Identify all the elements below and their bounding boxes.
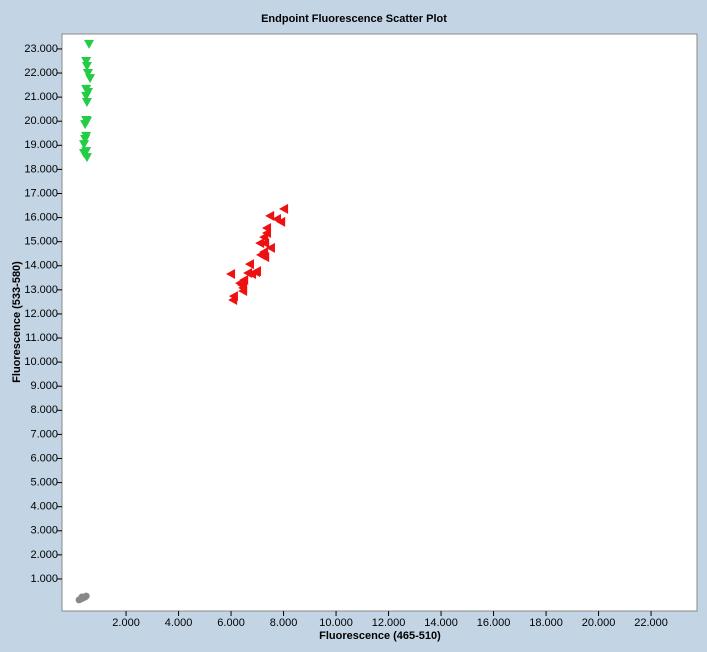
x-tick-label: 18.000 xyxy=(529,617,563,629)
point xyxy=(265,242,275,253)
plot-area xyxy=(61,33,698,612)
y-tick-label: 6.000 xyxy=(30,452,58,464)
point xyxy=(80,120,91,130)
point xyxy=(81,97,92,107)
point xyxy=(80,135,91,145)
point xyxy=(85,74,96,84)
x-tick-label: 14.000 xyxy=(424,617,458,629)
point xyxy=(252,266,262,277)
x-tick-label: 10.000 xyxy=(319,617,353,629)
y-tick-label: 1.000 xyxy=(30,573,58,585)
y-tick-label: 11.000 xyxy=(25,332,58,344)
y-tick-label: 23.000 xyxy=(24,43,58,55)
point xyxy=(259,232,269,243)
point xyxy=(238,282,248,293)
x-tick-label: 22.000 xyxy=(634,617,668,629)
y-tick-label: 5.000 xyxy=(30,476,58,488)
x-tick-label: 6.000 xyxy=(217,617,245,629)
point xyxy=(79,140,90,150)
point xyxy=(260,238,270,249)
point xyxy=(255,238,265,249)
point xyxy=(226,268,236,279)
chart-title: Endpoint Fluorescence Scatter Plot xyxy=(261,13,447,25)
x-tick-label: 20.000 xyxy=(582,617,616,629)
x-tick-label: 16.000 xyxy=(477,617,511,629)
point xyxy=(81,91,92,101)
y-tick-label: 4.000 xyxy=(30,501,58,513)
y-tick-label: 10.000 xyxy=(24,356,58,368)
y-tick-label: 15.000 xyxy=(24,236,58,248)
y-axis-title: Fluorescence (533-580) xyxy=(11,261,23,383)
point xyxy=(228,294,238,305)
x-tick-label: 12.000 xyxy=(372,617,406,629)
y-tick-label: 9.000 xyxy=(30,380,58,392)
y-tick-label: 12.000 xyxy=(24,308,58,320)
point xyxy=(244,259,254,270)
y-tick-label: 20.000 xyxy=(24,115,58,127)
point xyxy=(81,56,92,66)
x-tick-label: 4.000 xyxy=(165,617,193,629)
y-tick-label: 13.000 xyxy=(24,284,58,296)
point xyxy=(260,252,270,263)
point xyxy=(84,39,95,49)
point xyxy=(81,62,92,72)
point xyxy=(81,147,92,157)
point xyxy=(82,69,93,79)
point xyxy=(243,267,253,278)
y-tick-label: 7.000 xyxy=(30,428,58,440)
y-tick-label: 17.000 xyxy=(24,187,58,199)
y-tick-label: 22.000 xyxy=(24,67,58,79)
y-tick-label: 3.000 xyxy=(30,525,58,537)
y-tick-label: 14.000 xyxy=(24,260,58,272)
point xyxy=(265,210,275,221)
y-tick-label: 19.000 xyxy=(24,139,58,151)
x-tick-label: 2.000 xyxy=(112,617,140,629)
x-axis-title: Fluorescence (465-510) xyxy=(319,630,441,642)
y-tick-label: 21.000 xyxy=(24,91,58,103)
x-tick-label: 8.000 xyxy=(270,617,298,629)
y-tick-label: 8.000 xyxy=(30,404,58,416)
point xyxy=(78,593,86,601)
point xyxy=(279,203,289,214)
y-tick-label: 18.000 xyxy=(24,163,58,175)
point xyxy=(81,153,92,163)
point xyxy=(276,216,286,227)
point xyxy=(234,278,244,289)
y-tick-label: 2.000 xyxy=(30,549,58,561)
y-tick-label: 16.000 xyxy=(24,211,58,223)
